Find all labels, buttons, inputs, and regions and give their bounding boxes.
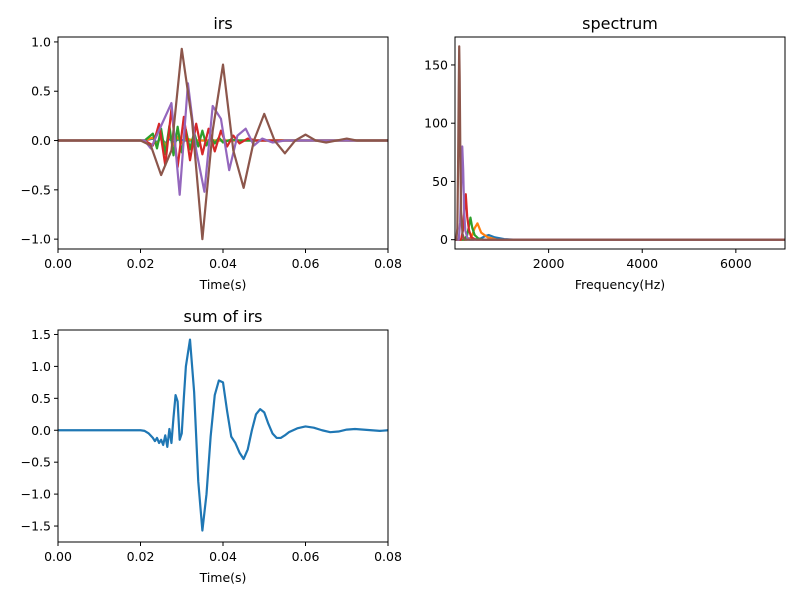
sum-axes-frame	[57, 329, 389, 543]
spectrum-x-axis-label: Frequency(Hz)	[575, 277, 665, 292]
spectrum-series-line-6	[455, 45, 785, 241]
irs-axes: 0.00 0.02 0.04 0.06 0.08 −1.0 −0.5 0.0 0.5 1.0 irs…	[21, 14, 402, 292]
sum-x-tick-label: 0.02	[127, 549, 155, 564]
sum-y-tick-label: −1.5	[21, 519, 51, 534]
sum-y-tick-label: 1.5	[31, 327, 51, 342]
irs-y-tick-label: 0.0	[31, 133, 51, 148]
sum-y-tick-label: 1.0	[31, 359, 51, 374]
irs-x-tick-label: 0.02	[127, 256, 155, 271]
irs-x-axis-label: Time(s)	[199, 277, 247, 292]
sum-x-tick-label: 0.04	[209, 549, 237, 564]
irs-chart-title: irs	[213, 14, 232, 33]
irs-x-tick-label: 0.06	[292, 256, 320, 271]
sum-x-tick-label: 0.00	[44, 549, 72, 564]
spectrum-chart-title: spectrum	[582, 14, 658, 33]
irs-y-tick-label: 0.5	[31, 84, 51, 99]
irs-y-tick-label: 1.0	[31, 34, 51, 49]
spectrum-axes-frame	[454, 36, 786, 250]
sum-y-tick-label: −0.5	[21, 455, 51, 470]
spectrum-series-line-2	[455, 222, 785, 241]
spectrum-series-line-3	[455, 216, 785, 241]
irs-y-tick-label: −1.0	[21, 232, 51, 247]
sum-x-tick-label: 0.06	[292, 549, 320, 564]
sum-axes: 0.00 0.02 0.04 0.06 0.08 −1.5 −1.0 −0.5 0.0 0.5 1.…	[21, 307, 402, 585]
spectrum-axes: 2000 4000 6000 0 50 100 150 spectrum Frequency(H…	[424, 14, 786, 292]
spectrum-y-tick-label: 50	[432, 174, 448, 189]
spectrum-series-line-4	[455, 193, 785, 241]
sum-y-tick-label: 0.0	[31, 423, 51, 438]
spectrum-series-line-5	[455, 145, 785, 241]
irs-x-tick-label: 0.04	[209, 256, 237, 271]
irs-series-line-5	[58, 82, 388, 196]
irs-x-tick-label: 0.08	[374, 256, 402, 271]
sum-y-tick-label: −1.0	[21, 487, 51, 502]
irs-x-tick-label: 0.00	[44, 256, 72, 271]
sum-series-line-1	[58, 338, 388, 532]
sum-chart-title: sum of irs	[183, 307, 262, 326]
irs-series-line-6	[58, 47, 388, 241]
spectrum-x-tick-label: 2000	[533, 256, 565, 271]
irs-y-tick-label: −0.5	[21, 182, 51, 197]
spectrum-y-tick-label: 100	[424, 116, 448, 131]
spectrum-y-tick-label: 150	[424, 57, 448, 72]
sum-x-axis-label: Time(s)	[199, 570, 247, 585]
sum-x-tick-label: 0.08	[374, 549, 402, 564]
spectrum-x-tick-label: 6000	[720, 256, 752, 271]
spectrum-x-tick-label: 4000	[626, 256, 658, 271]
sum-y-tick-label: 0.5	[31, 391, 51, 406]
spectrum-y-tick-label: 0	[440, 232, 448, 247]
